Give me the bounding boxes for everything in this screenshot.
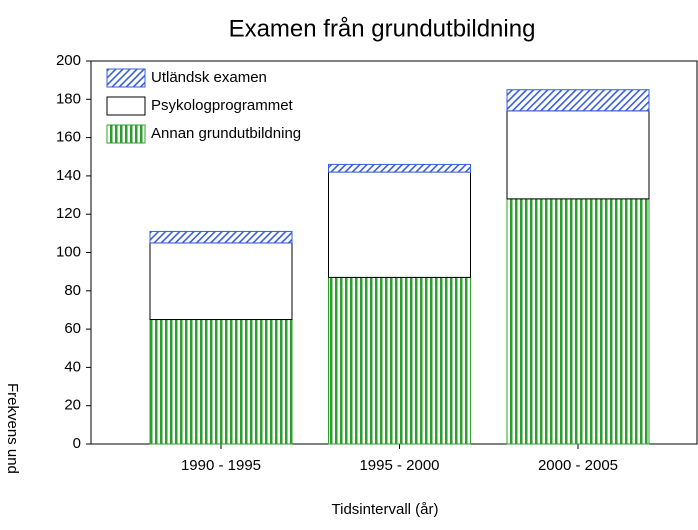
bar-segment xyxy=(328,163,471,173)
bar-segment xyxy=(506,110,650,200)
bar-segment xyxy=(506,89,650,112)
legend-swatch xyxy=(106,68,146,88)
y-tick-label: 160 xyxy=(56,129,81,146)
legend-label: Annan grundutbildning xyxy=(151,125,301,142)
bar-segment xyxy=(506,198,650,445)
legend-label: Psykologprogrammet xyxy=(151,97,294,114)
y-tick-label: 40 xyxy=(64,358,81,375)
y-tick-label: 20 xyxy=(64,397,81,414)
y-tick-label: 140 xyxy=(56,167,81,184)
y-tick-label: 0 xyxy=(73,435,81,452)
y-axis-label: Frekvens und xyxy=(4,383,21,474)
x-tick-label: 1995 - 2000 xyxy=(359,457,439,474)
x-tick-label: 1990 - 1995 xyxy=(181,457,261,474)
y-tick-label: 100 xyxy=(56,243,81,260)
legend-swatch xyxy=(106,124,146,144)
y-tick-label: 180 xyxy=(56,90,81,107)
y-tick-label: 60 xyxy=(64,320,81,337)
bar-segment xyxy=(328,171,471,278)
bar-segment xyxy=(149,242,293,321)
y-tick-label: 120 xyxy=(56,205,81,222)
y-tick-label: 80 xyxy=(64,282,81,299)
bar-segment xyxy=(149,230,293,244)
chart-title: Examen från grundutbildning xyxy=(229,15,536,42)
x-axis-label: Tidsintervall (år) xyxy=(332,501,439,518)
y-tick-label: 200 xyxy=(56,52,81,69)
legend-swatch xyxy=(106,96,146,116)
x-tick-label: 2000 - 2005 xyxy=(538,457,618,474)
bar-segment xyxy=(149,319,293,445)
bar-segment xyxy=(328,276,471,445)
legend-label: Utländsk examen xyxy=(151,69,267,86)
